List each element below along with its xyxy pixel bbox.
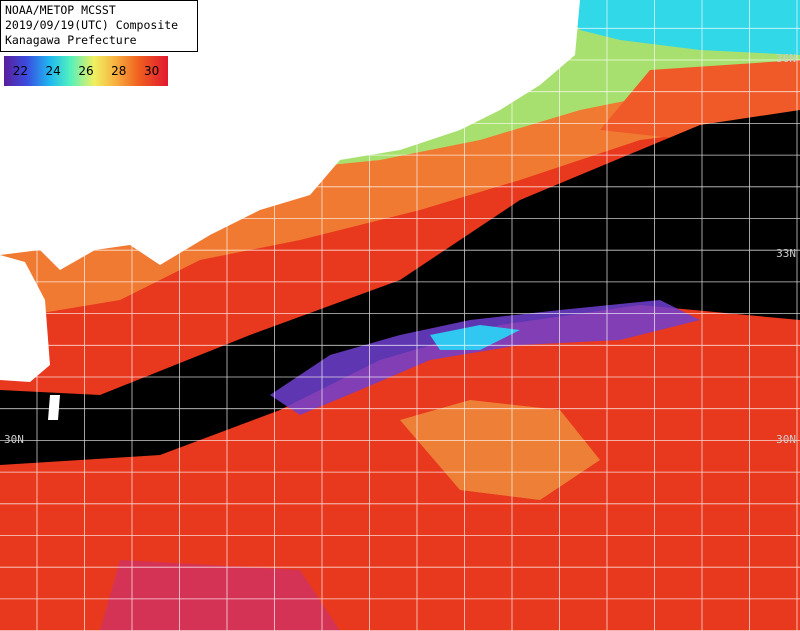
lat-label: 36N	[776, 52, 796, 65]
sea-cyan-patch	[430, 325, 520, 350]
legend-tick: 24	[45, 64, 61, 78]
color-legend: 22 24 26 28 30	[2, 54, 170, 88]
land-kyushu	[0, 255, 50, 382]
sea-magenta-patch	[100, 560, 340, 631]
legend-tick: 30	[143, 64, 160, 78]
header-line: Kanagawa Prefecture	[5, 33, 137, 47]
header-line: NOAA/METOP MCSST	[5, 3, 116, 17]
lat-label: 30N	[4, 433, 24, 446]
sea-cyan	[560, 0, 800, 55]
lat-label: 30N	[776, 433, 796, 446]
legend-tick: 26	[78, 64, 94, 78]
cloud-band	[0, 110, 800, 465]
header: NOAA/METOP MCSST 2019/09/19(UTC) Composi…	[0, 0, 198, 52]
legend-tick: 28	[111, 64, 127, 78]
header-line: 2019/09/19(UTC) Composite	[5, 18, 179, 32]
sea-yellow-patch	[400, 400, 600, 500]
legend-tick: 22	[12, 64, 29, 78]
land-island	[48, 395, 60, 420]
lat-label: 33N	[776, 247, 796, 260]
sea-purple	[270, 300, 700, 415]
